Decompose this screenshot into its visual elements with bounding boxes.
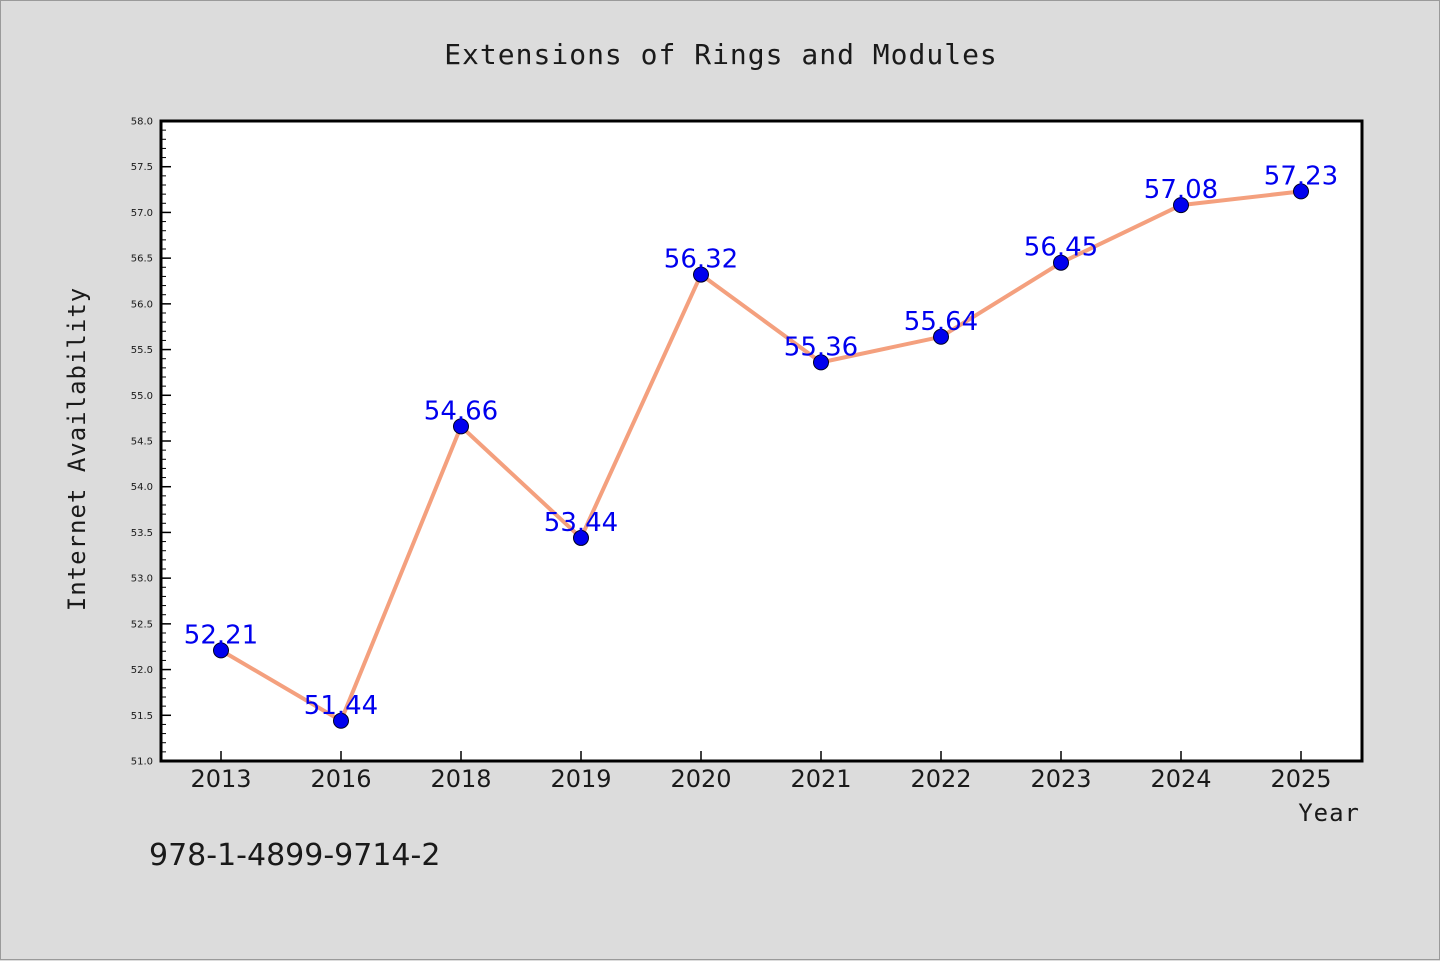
x-tick-label: 2022 <box>910 765 971 793</box>
y-axis: 51.0 51.5 52.0 52.5 53.0 53.5 54.0 54.5 55.0 55.5… <box>131 117 171 768</box>
data-point <box>453 418 469 435</box>
y-tick-label: 58.0 <box>131 117 153 128</box>
chart-title: Extensions of Rings and Modules <box>444 38 998 71</box>
x-tick-label: 2016 <box>310 765 371 793</box>
data-point <box>213 642 229 659</box>
data-label: 57.23 <box>1264 161 1338 191</box>
x-tick-label: 2018 <box>430 765 491 793</box>
x-tick-label: 2021 <box>790 765 851 793</box>
data-labels: 52.21 51.44 54.66 53.44 56.32 55.36 55.64 56.45… <box>184 161 1338 720</box>
data-label: 54.66 <box>424 396 498 426</box>
x-tick-label: 2019 <box>550 765 611 793</box>
y-tick-label: 53.5 <box>131 528 153 539</box>
data-label: 55.36 <box>784 332 858 362</box>
x-tick-label: 2013 <box>190 765 251 793</box>
data-point <box>1173 197 1189 214</box>
y-tick-label: 57.0 <box>131 208 153 219</box>
y-tick-label: 51.5 <box>131 711 153 722</box>
data-label: 57.08 <box>1144 175 1218 205</box>
data-point <box>573 529 589 546</box>
y-tick-label: 54.5 <box>131 437 153 448</box>
y-tick-label: 57.5 <box>131 162 153 173</box>
data-point <box>813 354 829 371</box>
y-tick-label: 56.0 <box>131 299 153 310</box>
data-point <box>693 266 709 283</box>
data-point <box>1053 254 1069 271</box>
x-axis: 2013 2016 2018 2019 2020 2021 2022 2023 2024 2025 <box>190 751 1332 793</box>
y-tick-label: 56.5 <box>131 254 153 265</box>
isbn-text: 978-1-4899-9714-2 <box>149 838 440 873</box>
data-label: 53.44 <box>544 508 618 538</box>
y-tick-label: 51.0 <box>131 757 153 768</box>
y-tick-label: 55.5 <box>131 345 153 356</box>
x-tick-label: 2024 <box>1150 765 1211 793</box>
y-tick-label: 52.5 <box>131 619 153 630</box>
x-axis-label: Year <box>1298 799 1360 827</box>
x-tick-label: 2023 <box>1030 765 1091 793</box>
series-line <box>219 189 1303 723</box>
data-point <box>333 712 349 729</box>
y-tick-label: 54.0 <box>131 482 153 493</box>
y-axis-label: Internet Availability <box>63 287 91 611</box>
data-markers <box>213 183 1309 729</box>
plot-area <box>159 119 1364 763</box>
data-label: 56.32 <box>664 245 738 275</box>
x-tick-label: 2020 <box>670 765 731 793</box>
data-label: 56.45 <box>1024 233 1098 263</box>
data-label: 51.44 <box>304 691 378 721</box>
data-label: 52.21 <box>184 620 258 650</box>
y-tick-label: 52.0 <box>131 665 153 676</box>
data-label: 55.64 <box>904 307 978 337</box>
y-tick-label: 55.0 <box>131 391 153 402</box>
data-point <box>933 328 949 345</box>
y-tick-label: 53.0 <box>131 574 153 585</box>
x-tick-label: 2025 <box>1270 765 1331 793</box>
data-point <box>1293 183 1309 200</box>
